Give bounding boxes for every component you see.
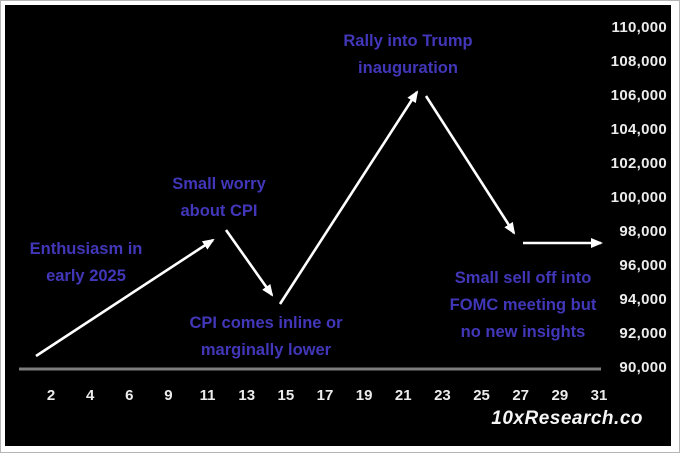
trend-arrow-3 [278, 90, 419, 305]
x-tick-label: 6 [125, 387, 134, 404]
y-tick-label: 98,000 [619, 223, 667, 240]
y-axis-labels: 110,000 108,000 106,000 104,000 102,000 100,0… [597, 18, 667, 378]
x-tick-label: 25 [473, 387, 490, 404]
x-tick-label: 17 [316, 387, 334, 404]
y-tick-label: 92,000 [619, 325, 667, 342]
trend-arrow-1 [35, 238, 215, 358]
x-tick-label: 29 [551, 387, 569, 404]
x-tick-label: 23 [434, 387, 451, 404]
x-tick-label: 31 [590, 387, 608, 404]
x-tick-label: 13 [238, 387, 256, 404]
annotation-fomc-selloff: Small sell off into FOMC meeting but no … [449, 269, 597, 341]
trend-arrow-4 [424, 95, 516, 235]
x-axis-labels: 2 4 6 9 11 13 15 17 19 21 23 25 27 29 31 [39, 385, 611, 407]
x-tick-label: 9 [164, 387, 173, 404]
y-tick-label: 108,000 [610, 53, 667, 70]
y-tick-label: 104,000 [610, 121, 667, 138]
x-tick-label: 15 [277, 387, 295, 404]
x-tick-label: 19 [355, 387, 373, 404]
y-tick-label: 102,000 [610, 155, 667, 172]
trend-arrow-2 [224, 229, 274, 297]
x-tick-label: 4 [85, 387, 95, 404]
x-tick-label: 21 [394, 387, 412, 404]
y-tick-label: 100,000 [610, 189, 667, 206]
x-tick-label: 27 [512, 387, 530, 404]
annotation-enthusiasm: Enthusiasm in early 2025 [29, 240, 143, 285]
y-tick-label: 90,000 [619, 359, 667, 376]
chart-canvas [5, 5, 671, 446]
annotation-trump-rally: Rally into Trump inauguration [343, 32, 473, 77]
trend-arrows [35, 90, 603, 358]
x-tick-label: 2 [46, 387, 56, 404]
watermark: 10xResearch.co [491, 408, 643, 429]
annotation-cpi-worry: Small worry about CPI [172, 175, 266, 220]
y-tick-label: 106,000 [610, 87, 667, 104]
y-tick-label: 94,000 [619, 291, 667, 308]
annotation-cpi-inline: CPI comes inline or marginally lower [189, 314, 343, 359]
y-tick-label: 96,000 [619, 257, 667, 274]
y-tick-label: 110,000 [611, 19, 667, 36]
x-tick-label: 11 [199, 387, 216, 404]
